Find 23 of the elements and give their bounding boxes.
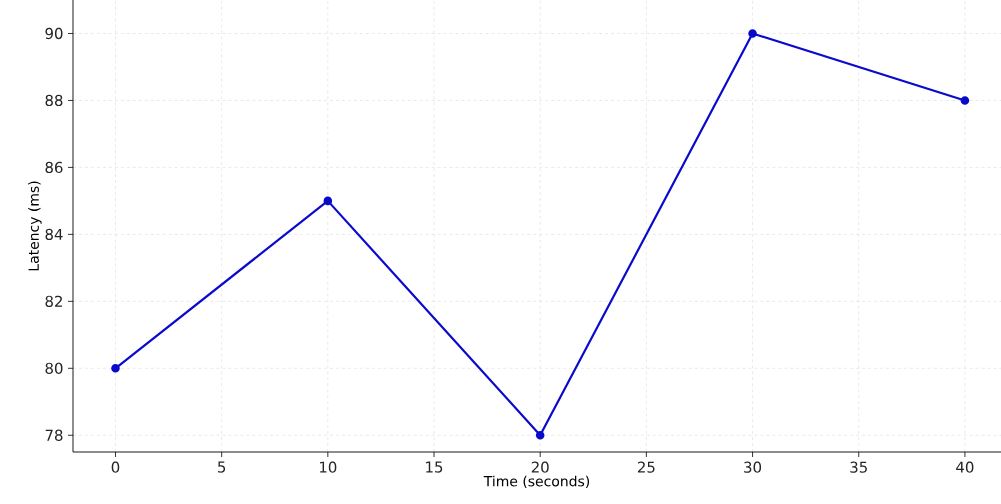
y-tick-label: 90 bbox=[45, 27, 63, 40]
x-tick-label: 40 bbox=[956, 461, 974, 473]
x-tick-label: 15 bbox=[426, 461, 443, 473]
y-tick-label: 88 bbox=[45, 94, 63, 107]
y-tick-label: 78 bbox=[45, 429, 63, 441]
y-tick-label: 86 bbox=[45, 161, 63, 174]
point bbox=[960, 96, 970, 105]
point bbox=[535, 430, 545, 440]
x-axis-title: Time (seconds) bbox=[483, 475, 590, 489]
x-tick-label: 20 bbox=[531, 461, 549, 473]
y-tick-label: 84 bbox=[45, 228, 63, 241]
x-tick-label: 30 bbox=[744, 461, 762, 473]
x-tick-label: 25 bbox=[637, 461, 655, 473]
point bbox=[111, 364, 120, 373]
y-tick-label: 80 bbox=[45, 362, 63, 374]
x-tick-label: 35 bbox=[850, 461, 867, 473]
y-axis-title: Latency (ms) bbox=[28, 181, 42, 271]
point bbox=[323, 196, 333, 206]
x-tick-label: 5 bbox=[218, 461, 226, 473]
x-tick-label: 10 bbox=[319, 461, 337, 473]
point bbox=[748, 29, 757, 38]
x-tick-label: 0 bbox=[111, 461, 120, 473]
y-tick-label: 82 bbox=[45, 295, 62, 307]
